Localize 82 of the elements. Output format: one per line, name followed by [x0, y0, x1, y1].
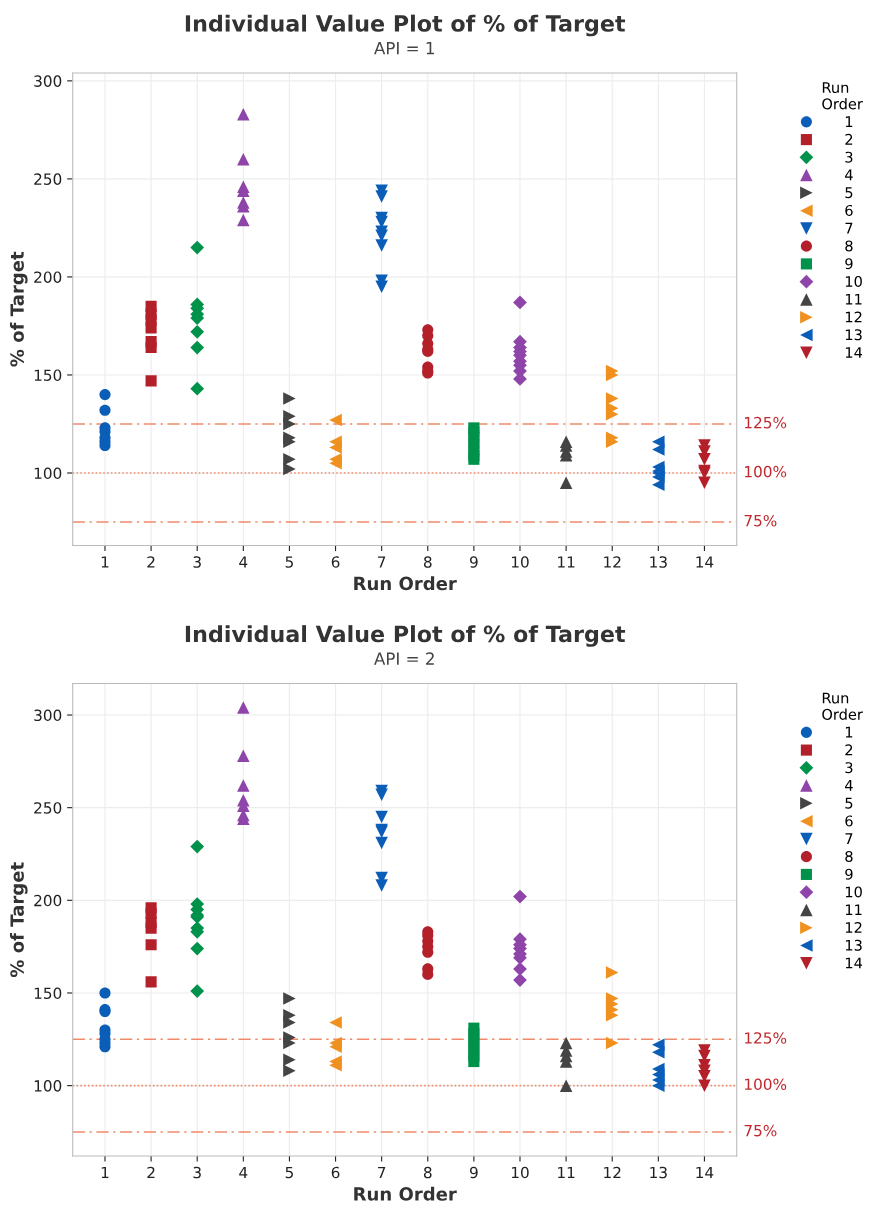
x-tick-label: 5	[285, 1166, 293, 1179]
x-tick-label: 4	[239, 556, 248, 568]
x-tick-label: 14	[696, 1166, 714, 1179]
x-tick-label: 4	[239, 1166, 248, 1179]
legend-label: 7	[845, 833, 853, 844]
x-tick-label: 2	[147, 1166, 155, 1179]
legend-title: Run Order	[822, 82, 863, 110]
y-tick-label: 200	[34, 271, 62, 283]
x-tick-label: 13	[650, 556, 667, 568]
legend-label: 13	[845, 329, 862, 341]
legend-label: 14	[845, 347, 863, 358]
x-axis-title: Run Order	[354, 1186, 457, 1201]
legend-label: 9	[845, 258, 853, 270]
x-tick-label: 11	[558, 1166, 575, 1179]
y-tick-label: 150	[34, 369, 62, 381]
x-tick-label: 3	[193, 556, 201, 568]
ref-line-label: 75%	[744, 1124, 777, 1137]
x-tick-label: 1	[101, 1166, 109, 1179]
x-axis-title: Run Order	[354, 576, 457, 591]
x-tick-label: 2	[147, 556, 155, 568]
legend-label: 6	[845, 204, 853, 216]
y-tick-label: 250	[34, 173, 62, 185]
y-tick-label: 150	[34, 987, 62, 999]
legend-label: 4	[845, 169, 853, 181]
legend-label: 3	[845, 151, 853, 163]
legend-label: 10	[845, 886, 862, 898]
ref-line-label: 100%	[745, 1078, 787, 1091]
legend-label: 4	[845, 780, 853, 791]
y-tick-label: 100	[34, 1080, 62, 1092]
x-tick-label: 10	[511, 1166, 529, 1179]
x-tick-label: 9	[469, 556, 478, 568]
y-tick-label: 300	[34, 75, 62, 87]
legend-label: 1	[845, 116, 853, 127]
legend-label: 2	[845, 133, 853, 145]
y-axis-title: % of Target	[9, 862, 28, 978]
legend-label: 6	[845, 815, 853, 827]
chart-title: Individual Value Plot of % of Target	[185, 14, 626, 37]
legend-label: 3	[845, 762, 853, 774]
ref-line-label: 125%	[745, 1032, 787, 1044]
x-tick-label: 11	[558, 556, 575, 568]
y-tick-label: 100	[34, 467, 62, 480]
legend-label: 11	[845, 293, 862, 305]
x-tick-label: 6	[331, 1166, 340, 1179]
legend-label: 9	[845, 868, 853, 880]
x-tick-label: 8	[423, 1166, 432, 1179]
legend-label: 2	[845, 744, 853, 756]
ref-line-label: 125%	[745, 416, 787, 429]
legend-label: 7	[845, 222, 853, 234]
x-tick-label: 7	[378, 1166, 386, 1179]
y-tick-label: 250	[34, 802, 62, 814]
legend-label: 8	[845, 850, 853, 862]
y-tick-label: 200	[34, 894, 62, 907]
legend-label: 5	[845, 797, 853, 809]
x-tick-label: 9	[469, 1166, 478, 1179]
legend-label: 13	[845, 939, 862, 951]
legend-label: 10	[845, 275, 862, 287]
ref-line-label: 75%	[744, 514, 777, 527]
legend-label: 12	[845, 921, 862, 933]
chart-subtitle: API = 1	[374, 42, 434, 55]
y-axis-title: % of Target	[9, 251, 28, 367]
x-tick-label: 12	[604, 1166, 621, 1179]
x-tick-label: 6	[331, 556, 340, 568]
legend-label: 14	[845, 957, 863, 969]
x-tick-label: 10	[511, 556, 529, 568]
x-tick-label: 1	[101, 556, 109, 568]
x-tick-label: 14	[696, 556, 714, 568]
ref-line-label: 100%	[745, 465, 787, 478]
legend-title: Run Order	[822, 692, 863, 720]
x-tick-label: 7	[378, 556, 386, 568]
legend-label: 8	[845, 240, 853, 252]
legend-label: 1	[845, 726, 853, 738]
chart-subtitle: API = 2	[374, 652, 434, 665]
legend-label: 11	[845, 904, 862, 916]
legend-label: 12	[845, 311, 862, 323]
x-tick-label: 5	[285, 556, 293, 568]
y-tick-label: 300	[34, 709, 62, 722]
x-tick-label: 3	[193, 1166, 201, 1179]
legend-label: 5	[845, 187, 853, 199]
x-tick-label: 13	[650, 1166, 667, 1179]
chart-title: Individual Value Plot of % of Target	[185, 625, 626, 647]
x-tick-label: 8	[423, 556, 432, 568]
x-tick-label: 12	[604, 556, 621, 568]
